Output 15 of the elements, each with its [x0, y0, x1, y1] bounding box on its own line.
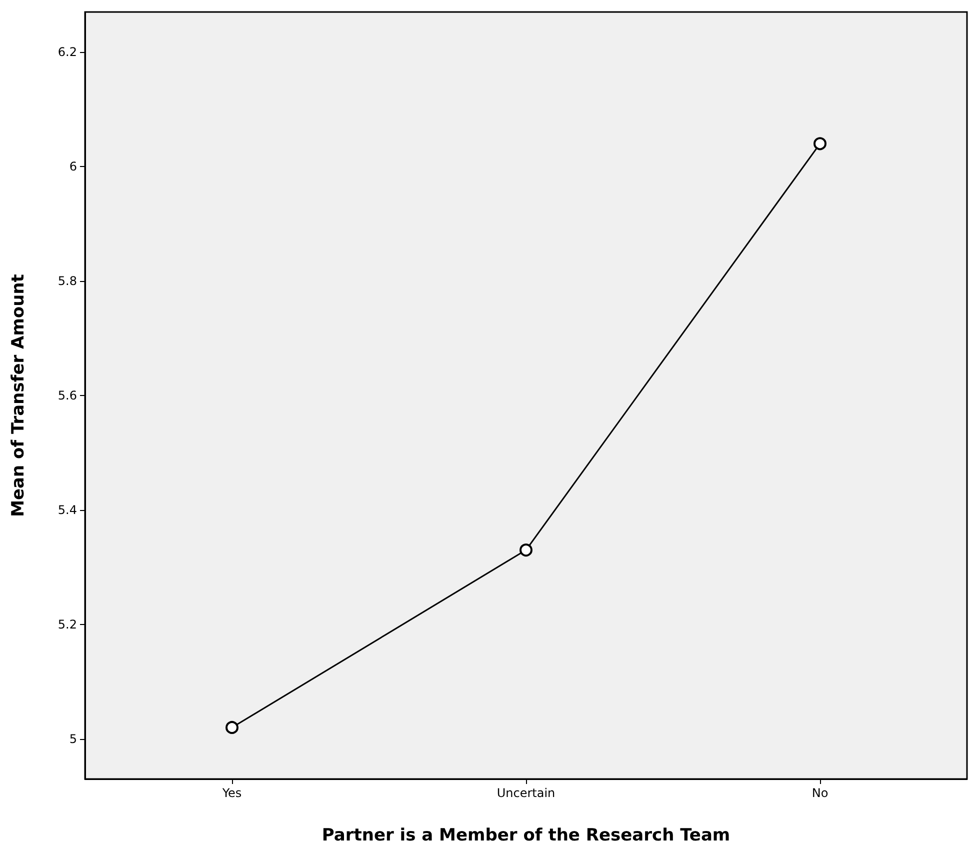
x-axis-title: Partner is a Member of the Research Team [322, 826, 730, 846]
y-axis-title: Mean of Transfer Amount [8, 274, 28, 517]
y-tick-label: 5.4 [58, 502, 77, 517]
point [814, 137, 826, 150]
y-tick-label: 5.2 [58, 617, 77, 632]
point [520, 544, 532, 557]
y-tick-label: 6 [69, 160, 77, 174]
x-tick-label: Yes [221, 786, 242, 800]
y-tick-label: 5.8 [58, 274, 77, 288]
y-tick-label: 5.6 [58, 388, 77, 402]
point [226, 720, 238, 734]
x-tick-label: No [812, 786, 828, 800]
x-tick-label: Uncertain [496, 786, 556, 800]
y-tick-label: 6.2 [58, 45, 77, 60]
y-tick-label: 5 [69, 732, 77, 746]
